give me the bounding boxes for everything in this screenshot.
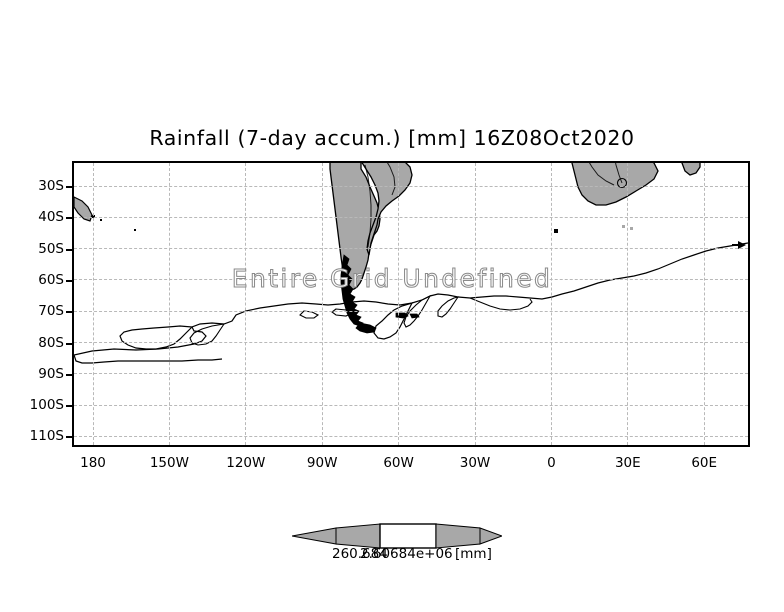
y-axis-label: 70S — [38, 303, 64, 320]
country-border-line — [364, 164, 372, 248]
y-axis-tick — [66, 248, 73, 251]
colorbar-label-units: [mm] — [455, 546, 492, 562]
y-axis-label: 30S — [38, 178, 64, 194]
gridline-vertical — [92, 163, 94, 445]
patagonia-fjords — [340, 254, 364, 327]
y-axis-label: 100S — [29, 397, 64, 414]
y-axis-tick — [66, 217, 73, 220]
colorbar-left-wing — [291, 527, 337, 545]
antarctic-peninsula — [373, 302, 414, 340]
colorbar-left-cap — [335, 523, 381, 549]
x-axis-label: 30E — [614, 455, 641, 471]
colorbar-right-wing — [479, 527, 504, 545]
gridline-vertical — [321, 163, 323, 445]
africa-border-line — [589, 163, 615, 186]
gridline-horizontal — [74, 216, 748, 218]
y-axis-label: 40S — [38, 209, 64, 226]
gridline-vertical — [474, 163, 476, 445]
gridline-horizontal — [74, 435, 748, 437]
gridline-vertical — [168, 163, 170, 445]
island-speck — [134, 229, 136, 231]
new-zealand-fragment — [74, 196, 93, 222]
y-axis-tick — [66, 186, 73, 188]
y-axis-label: 80S — [38, 334, 64, 351]
y-axis-label: 110S — [29, 428, 64, 445]
x-axis-label: 60E — [691, 455, 718, 471]
map-plot-area — [72, 161, 750, 447]
antarctic-coast-detail-2 — [403, 294, 432, 328]
gridline-vertical — [398, 163, 400, 445]
weddell-sea-edge — [469, 297, 533, 311]
colorbar — [291, 520, 504, 552]
antarctic-coast-detail — [189, 323, 226, 346]
gridline-horizontal — [74, 404, 748, 406]
island-speck — [92, 215, 95, 218]
page-title: Rainfall (7-day accum.) [mm] 16Z08Oct202… — [149, 126, 635, 150]
antarctica-coastline — [74, 242, 748, 356]
colorbar-label-left: 260.684 — [332, 546, 388, 562]
madagascar-landmass — [681, 163, 701, 176]
colorbar-center-box — [379, 523, 437, 549]
coastline-map — [74, 163, 748, 364]
country-border-line-2 — [387, 163, 396, 196]
antarctic-bottom-edge — [74, 354, 223, 364]
y-axis-tick — [66, 311, 73, 314]
colorbar-graphic — [291, 523, 504, 549]
antarctic-islands — [299, 310, 320, 319]
x-axis-label: 150W — [149, 455, 189, 471]
gridline-vertical — [245, 163, 247, 445]
island-speck — [100, 219, 102, 221]
y-axis-tick — [66, 279, 73, 282]
tierra-del-fuego — [355, 322, 377, 334]
x-axis-label: 0 — [547, 455, 556, 471]
y-axis-tick — [66, 405, 73, 408]
gridline-horizontal — [74, 373, 748, 375]
colorbar-label-right: 2.60684e+06 — [360, 546, 453, 562]
lesotho-outline — [616, 177, 628, 189]
x-axis-label: 180 — [80, 455, 106, 471]
x-axis-label: 60W — [383, 455, 414, 471]
map-inner — [74, 163, 748, 445]
gridline-horizontal — [74, 342, 748, 343]
gridline-horizontal — [74, 310, 748, 312]
y-axis-tick — [66, 373, 73, 376]
island-speck — [554, 229, 558, 233]
colorbar-right-cap — [435, 523, 481, 549]
y-axis-label: 50S — [38, 240, 64, 257]
colorbar-labels: 260.684 2.60684e+06 [mm] — [0, 546, 784, 566]
y-axis-label: 60S — [38, 271, 64, 288]
gridline-vertical — [703, 163, 705, 445]
x-axis-label: 120W — [226, 455, 266, 471]
southern-africa-landmass — [571, 163, 659, 206]
gridline-vertical — [550, 163, 552, 445]
gridline-horizontal — [74, 185, 748, 187]
ross-ice-shelf-edge — [119, 325, 194, 350]
x-axis-label: 90W — [306, 455, 338, 471]
y-axis-tick — [66, 436, 73, 439]
gridline-horizontal — [74, 248, 748, 250]
antarctic-islands-2 — [331, 308, 354, 317]
gridline-vertical — [627, 163, 629, 445]
y-axis-tick — [66, 342, 73, 345]
antarctic-coast-detail-3 — [437, 296, 460, 318]
x-axis-label: 30W — [459, 455, 491, 471]
y-axis-label: 90S — [38, 365, 64, 382]
gridline-horizontal — [74, 279, 748, 281]
island-speck — [630, 227, 633, 230]
island-speck — [622, 225, 625, 228]
